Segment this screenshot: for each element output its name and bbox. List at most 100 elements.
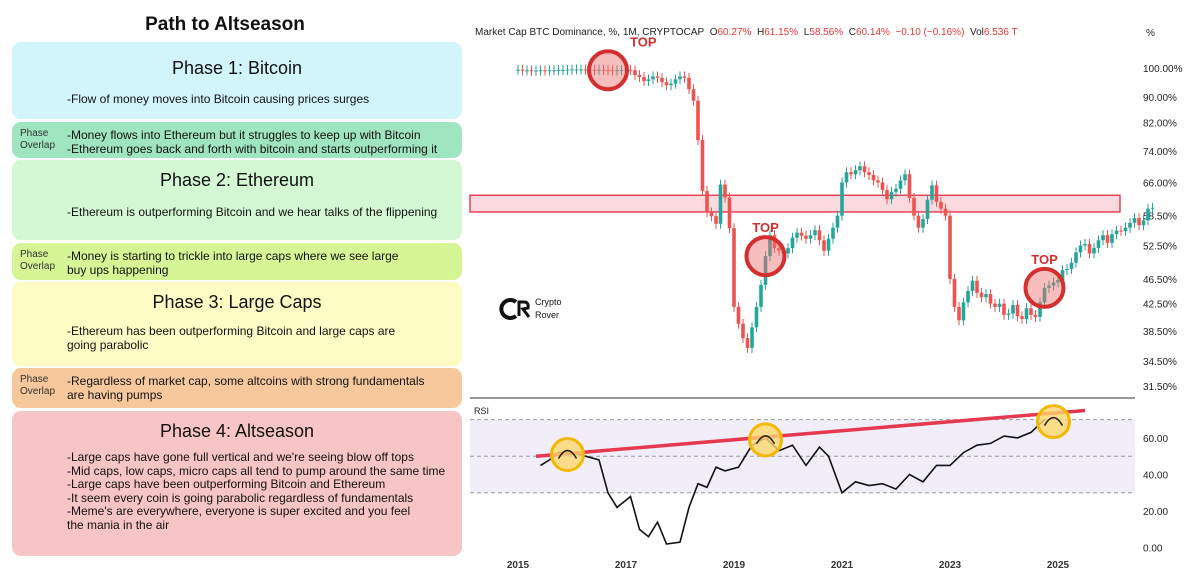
candle-body [822,240,826,251]
phase-title: Phase 3: Large Caps [152,292,322,312]
rsi-peak-glyph [755,435,776,445]
candle-body [835,215,840,228]
candle-body [1042,287,1047,303]
phase-overlap-2: Phase Overlap -Money is starting to trick… [12,243,462,280]
candle-body [727,197,732,229]
candle-body [691,89,696,101]
candle-body [655,76,660,78]
candle-body [561,69,565,71]
candle-body [1123,227,1128,232]
candle-body [669,83,673,86]
candle-body [525,70,529,72]
candle-body [592,69,597,71]
open-label: O [709,27,718,38]
candle-body [520,69,525,71]
candle-body [844,172,849,183]
candle-body [673,79,678,84]
symbol-label: Market Cap BTC Dominance, %, 1M, CRYPTOC… [475,27,705,38]
candle-body [975,280,979,293]
candle-body [768,235,772,257]
candle-body [1060,270,1065,281]
crypto-rover-logo-icon-r [517,300,531,318]
candle-body [889,191,894,200]
top-label: TOP [630,34,657,49]
candle-body [1024,308,1029,319]
candle-body [529,70,534,72]
overlap-text: -Money flows into Ethereum but it strugg… [67,128,438,156]
candle-body [534,70,538,72]
candle-body [957,306,961,321]
candle-body [871,175,876,181]
candle-body [1038,302,1042,317]
phase-title: Phase 2: Ethereum [159,170,315,190]
candle-body [997,303,1002,307]
candle-body [984,294,988,298]
candle-body [849,172,853,175]
candle-body [678,76,682,80]
price-tick-label: 34.50% [1143,357,1177,368]
candle-body [1074,252,1078,263]
candle-body [628,69,633,71]
candle-body [619,69,624,71]
candle-body [759,284,763,307]
candle-body [880,182,885,191]
percent-scale-button[interactable]: % [1146,28,1155,39]
overlap-text: -Regardless of market cap, some altcoins… [67,374,425,402]
candle-body [930,185,934,200]
price-tick-label: 100.00% [1143,64,1183,75]
candle-body [1011,304,1015,314]
candle-body [718,184,723,224]
phase-desc-line: -Ethereum is outperforming Bitcoin and w… [67,205,438,219]
candle-body [912,197,916,216]
rsi-highlight-circle [550,437,585,473]
candle-body [696,100,700,141]
candle-body [907,174,912,198]
phase-2-ethereum: Phase 2: Ethereum -Ethereum is outperfor… [12,160,462,240]
price-tick-label: 82.00% [1143,119,1177,130]
candle-body [799,232,804,236]
candle-body [862,166,867,173]
candle-body [687,77,691,90]
candle-body [714,216,718,224]
candle-body [826,238,831,251]
price-tick-label: 46.50% [1143,275,1177,286]
candle-body [1078,245,1083,253]
candle-body [732,228,736,307]
candle-body [1096,240,1101,249]
rsi-tick-label: 20.00 [1143,507,1168,518]
candle-body [610,70,615,72]
candle-body [1092,248,1096,254]
candle-body [583,69,588,71]
vol-value: 6.536 T [983,27,1018,38]
candle-body [1150,207,1155,209]
candle-body [651,76,655,80]
phase-desc: -Ethereum has been outperforming Bitcoin… [67,324,396,352]
candle-body [1146,208,1150,221]
overlap-label: Phase Overlap [20,374,56,397]
crypto-rover-logo-icon [499,298,518,320]
low-value: 58.56% [809,27,844,38]
candle-body [745,338,750,348]
candle-body [1051,282,1056,286]
phase-desc: -Large caps have gone full vertical and … [67,450,446,532]
rsi-tick-label: 60.00 [1143,434,1168,445]
candle-body [1033,314,1038,317]
candle-body [903,174,907,181]
candle-body [1047,285,1051,288]
chart-header: Market Cap BTC Dominance, %, 1M, CRYPTOC… [475,27,1018,38]
candle-body [637,75,642,77]
rsi-highlight-circle [1036,404,1071,440]
path-to-altseason-panel: Path to Altseason Phase 1: Bitcoin -Flow… [0,0,470,585]
candle-body [1065,268,1069,271]
candle-body [970,280,975,291]
candle-body [633,70,637,76]
candle-body [1069,262,1074,269]
candle-body [885,190,889,200]
watermark-brand-2: Rover [535,310,559,320]
candle-body [709,212,714,217]
candle-body [736,306,741,324]
panel-title: Path to Altseason [145,14,305,35]
price-tick-label: 38.50% [1143,327,1177,338]
candle-body [858,166,862,171]
